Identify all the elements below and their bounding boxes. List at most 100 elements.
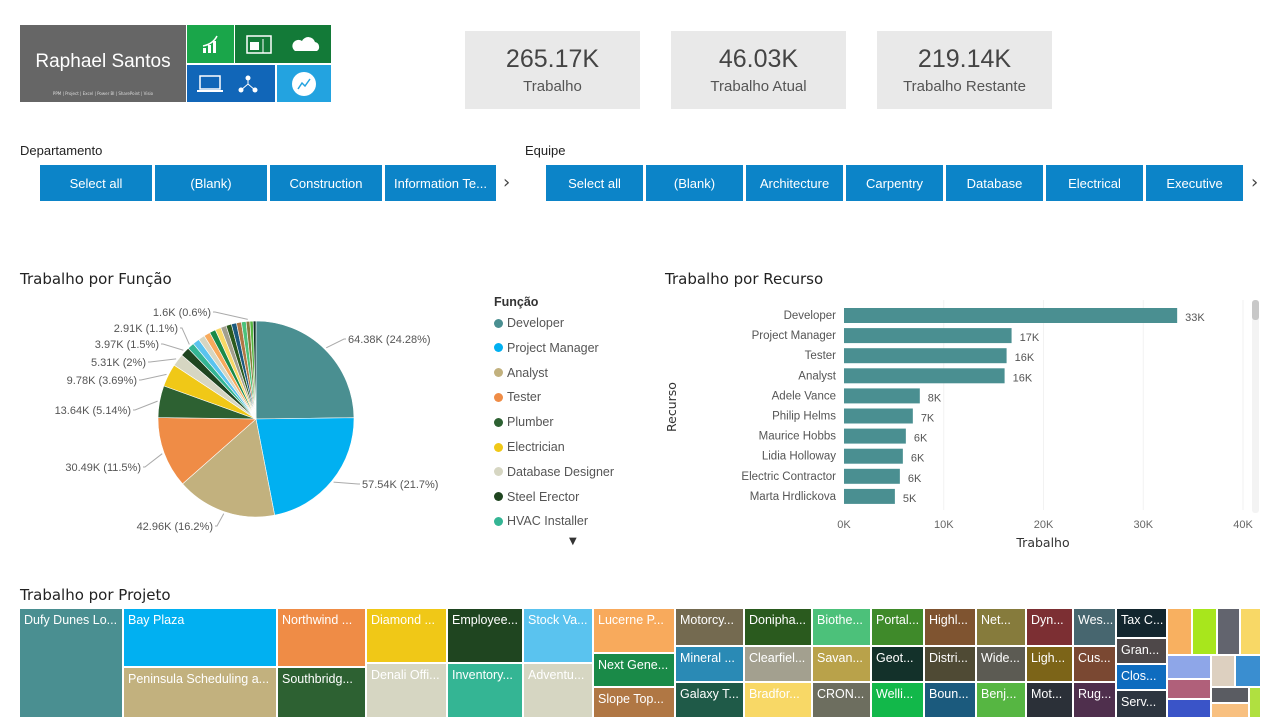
treemap-tile[interactable]: Dufy Dunes Lo... — [20, 609, 122, 717]
legend-title: Função — [494, 295, 539, 309]
treemap-tile[interactable]: Net... — [977, 609, 1025, 645]
legend-item[interactable]: Plumber — [494, 415, 554, 429]
legend-dot-icon — [494, 392, 503, 402]
treemap-tile[interactable]: Savan... — [813, 647, 870, 681]
treemap-tile[interactable]: Distri... — [925, 647, 975, 681]
treemap-tile[interactable]: Southbridg... — [278, 668, 365, 717]
slicer-option[interactable]: Electrical — [1046, 165, 1143, 201]
treemap-tile[interactable]: Slope Top... — [594, 688, 674, 717]
legend-item[interactable]: Project Manager — [494, 341, 599, 355]
slicer-option[interactable]: Database — [946, 165, 1043, 201]
chevron-right-icon[interactable]: › — [503, 172, 511, 193]
treemap-tile[interactable]: Employee... — [448, 609, 522, 662]
treemap-tile[interactable]: Cus... — [1074, 647, 1115, 681]
bar[interactable] — [844, 468, 900, 484]
legend-item[interactable]: Analyst — [494, 366, 548, 380]
treemap-tile[interactable]: Peninsula Scheduling a... — [124, 668, 276, 717]
treemap-tile[interactable]: Serv... — [1117, 691, 1166, 717]
pie-slice[interactable] — [252, 320, 257, 420]
legend-item[interactable]: Tester — [494, 390, 541, 404]
y-category-label: Lidia Holloway — [762, 451, 836, 463]
slicer-option[interactable]: Select all — [546, 165, 643, 201]
treemap-tile[interactable]: Bay Plaza — [124, 609, 276, 666]
scrollbar-thumb[interactable] — [1252, 300, 1259, 320]
treemap-tile[interactable]: Denali Offi... — [367, 664, 446, 717]
treemap-tile[interactable] — [1168, 680, 1210, 698]
pie-slice[interactable] — [255, 320, 355, 420]
slicer-option[interactable]: Select all — [40, 165, 152, 201]
treemap-tile[interactable]: Motorcy... — [676, 609, 743, 645]
legend-scroll-down-icon[interactable]: ▼ — [569, 536, 577, 547]
treemap-tile[interactable]: Galaxy T... — [676, 683, 743, 717]
treemap-tile[interactable] — [1168, 700, 1210, 717]
slicer-option[interactable]: (Blank) — [155, 165, 267, 201]
legend-item[interactable]: Developer — [494, 316, 564, 330]
bar[interactable] — [844, 308, 1178, 323]
y-category-label: Marta Hrdlickova — [750, 491, 837, 503]
treemap-tile[interactable]: Wes... — [1074, 609, 1115, 645]
chevron-right-icon[interactable]: › — [1251, 172, 1259, 193]
bar[interactable] — [844, 368, 1005, 384]
slicer-option[interactable]: Carpentry — [846, 165, 943, 201]
treemap-tile[interactable]: Inventory... — [448, 664, 522, 717]
treemap-tile[interactable] — [1212, 704, 1248, 717]
treemap-tile[interactable]: CRON... — [813, 683, 870, 717]
treemap-tile[interactable]: Boun... — [925, 683, 975, 717]
treemap-tile[interactable]: Welli... — [872, 683, 923, 717]
treemap-tile[interactable] — [1250, 688, 1260, 717]
scrollbar-track[interactable] — [1252, 300, 1259, 513]
pie-slice[interactable] — [157, 417, 257, 485]
legend-item[interactable]: Electrician — [494, 440, 565, 454]
treemap-tile[interactable]: Tax C... — [1117, 609, 1166, 637]
slicer-option[interactable]: Architecture — [746, 165, 843, 201]
treemap-tile[interactable]: Biothe... — [813, 609, 870, 645]
legend-item[interactable]: HVAC Installer — [494, 514, 588, 528]
treemap-tile[interactable]: Wide... — [977, 647, 1025, 681]
treemap-tile[interactable]: Geot... — [872, 647, 923, 681]
slicer-option[interactable]: Construction — [270, 165, 382, 201]
treemap-tile[interactable] — [1241, 609, 1260, 654]
bar-value-label: 5K — [903, 493, 917, 505]
treemap-tile[interactable]: Mot... — [1027, 683, 1072, 717]
treemap-tile[interactable]: Portal... — [872, 609, 923, 645]
bar[interactable] — [844, 448, 903, 464]
pie-slice[interactable] — [182, 418, 276, 518]
slicer-option[interactable]: Executive — [1146, 165, 1243, 201]
treemap-tile[interactable] — [1168, 656, 1210, 678]
slicer-option[interactable]: (Blank) — [646, 165, 743, 201]
bar[interactable] — [844, 488, 895, 504]
treemap-tile[interactable] — [1193, 609, 1216, 654]
bar[interactable] — [844, 428, 906, 444]
treemap-tile[interactable] — [1212, 688, 1248, 702]
treemap-tile[interactable]: Donipha... — [745, 609, 811, 645]
treemap-tile[interactable]: Adventu... — [524, 664, 592, 717]
treemap-tile[interactable]: Bradfor... — [745, 683, 811, 717]
treemap-tile[interactable]: Stock Va... — [524, 609, 592, 662]
bar[interactable] — [844, 348, 1007, 364]
treemap-tile[interactable]: Highl... — [925, 609, 975, 645]
treemap-tile[interactable]: Lucerne P... — [594, 609, 674, 652]
treemap-tile[interactable] — [1212, 656, 1234, 686]
treemap-tile[interactable]: Diamond ... — [367, 609, 446, 662]
treemap-tile[interactable]: Clearfiel... — [745, 647, 811, 681]
treemap-tile[interactable]: Ligh... — [1027, 647, 1072, 681]
bar[interactable] — [844, 408, 913, 424]
slicer-label-equipe: Equipe — [525, 143, 566, 158]
treemap-tile[interactable]: Mineral ... — [676, 647, 743, 681]
treemap-tile[interactable]: Rug... — [1074, 683, 1115, 717]
bar[interactable] — [844, 328, 1012, 344]
treemap-tile[interactable] — [1168, 609, 1191, 654]
legend-item[interactable]: Database Designer — [494, 465, 614, 479]
treemap-tile[interactable]: Clos... — [1117, 665, 1166, 689]
bar[interactable] — [844, 388, 920, 404]
treemap-tile[interactable]: Northwind ... — [278, 609, 365, 666]
treemap-tile[interactable] — [1236, 656, 1260, 686]
legend-item[interactable]: Steel Erector — [494, 490, 579, 504]
pie-slice[interactable] — [255, 417, 355, 516]
treemap-tile[interactable]: Benj... — [977, 683, 1025, 717]
treemap-tile[interactable]: Gran... — [1117, 639, 1166, 663]
treemap-tile[interactable] — [1218, 609, 1239, 654]
treemap-tile[interactable]: Dyn... — [1027, 609, 1072, 645]
treemap-tile[interactable]: Next Gene... — [594, 654, 674, 686]
slicer-option[interactable]: Information Te... — [385, 165, 496, 201]
